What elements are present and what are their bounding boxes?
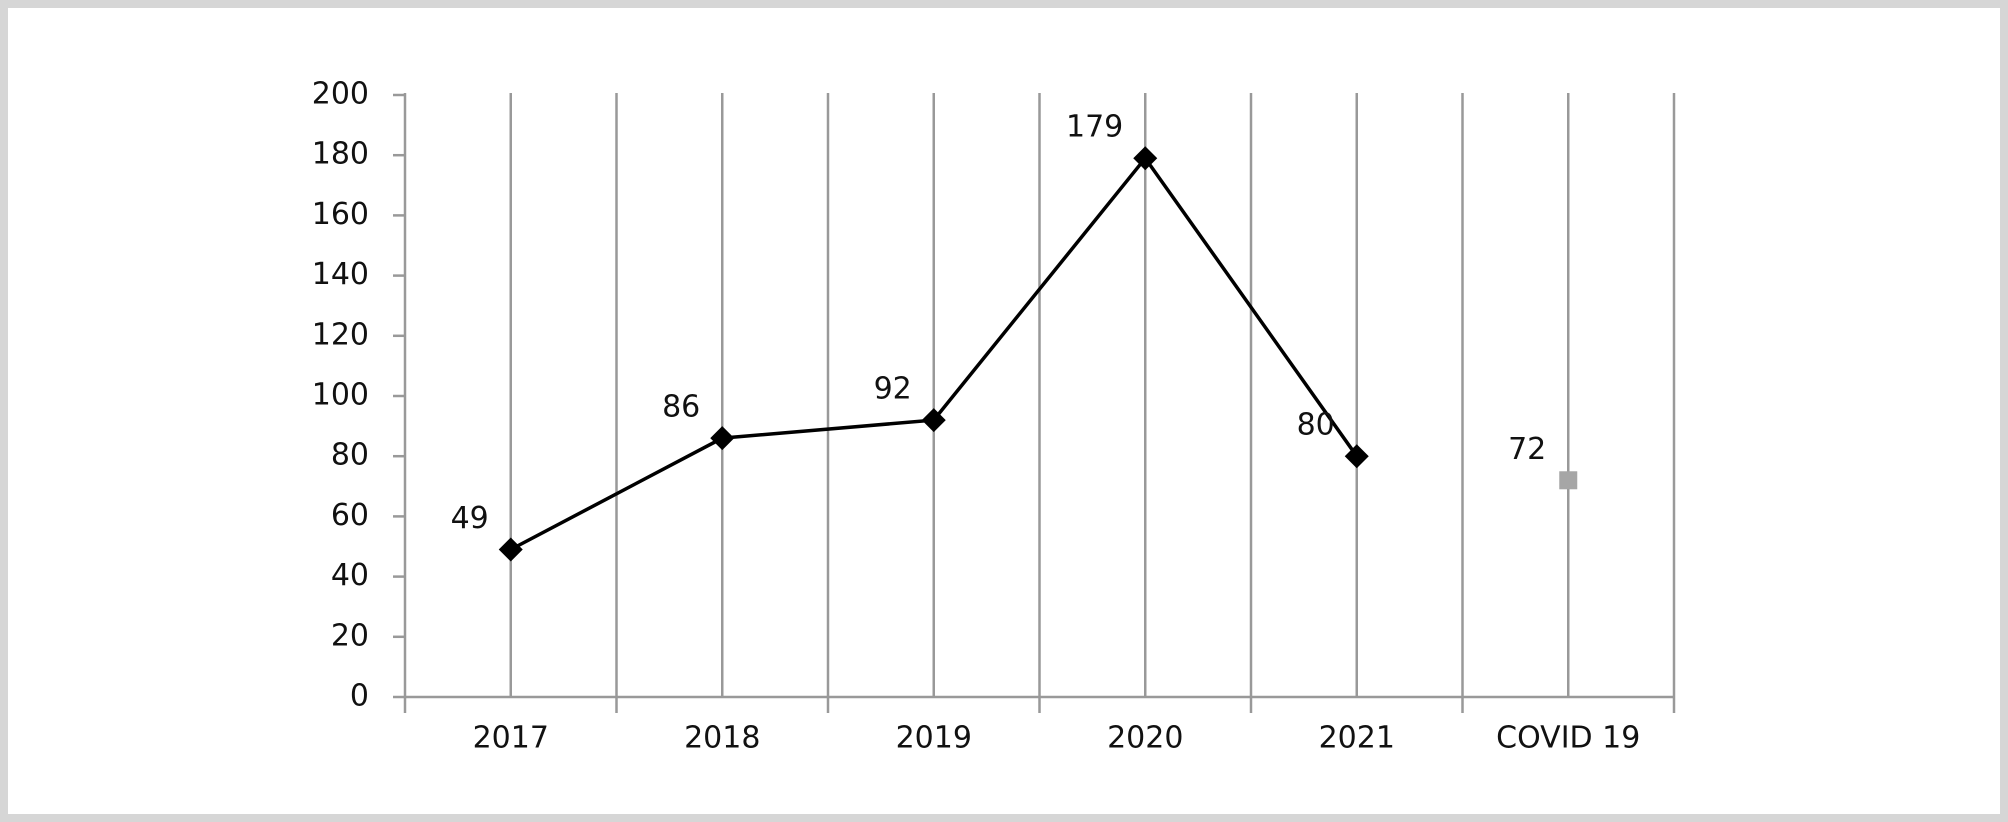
data-label: 49 bbox=[451, 501, 489, 536]
y-tick-label: 200 bbox=[312, 77, 369, 112]
x-tick-label: 2019 bbox=[896, 721, 972, 756]
y-tick-label: 140 bbox=[312, 257, 369, 292]
y-tick-label: 160 bbox=[312, 197, 369, 232]
x-tick-label: 2021 bbox=[1319, 721, 1395, 756]
marker bbox=[1559, 471, 1578, 490]
x-tick-label: COVID 19 bbox=[1496, 721, 1640, 756]
x-tick-label: 2018 bbox=[684, 721, 760, 756]
y-tick-label: 100 bbox=[312, 378, 369, 413]
x-tick-label: 2017 bbox=[473, 721, 549, 756]
y-tick-label: 40 bbox=[331, 558, 369, 593]
y-tick-label: 80 bbox=[331, 438, 369, 473]
y-tick-label: 0 bbox=[350, 679, 369, 714]
marker bbox=[710, 426, 735, 451]
y-tick-label: 180 bbox=[312, 137, 369, 172]
data-label: 179 bbox=[1066, 110, 1123, 145]
marker bbox=[498, 537, 523, 562]
marker bbox=[921, 408, 946, 433]
marker bbox=[1344, 444, 1369, 469]
data-label: 92 bbox=[874, 372, 912, 407]
data-label: 72 bbox=[1508, 432, 1546, 467]
marker bbox=[1133, 146, 1158, 171]
y-tick-label: 60 bbox=[331, 498, 369, 533]
y-tick-label: 20 bbox=[331, 618, 369, 653]
data-label: 80 bbox=[1297, 408, 1335, 443]
x-tick-label: 2020 bbox=[1107, 721, 1183, 756]
y-tick-label: 120 bbox=[312, 317, 369, 352]
data-label: 86 bbox=[662, 390, 700, 425]
